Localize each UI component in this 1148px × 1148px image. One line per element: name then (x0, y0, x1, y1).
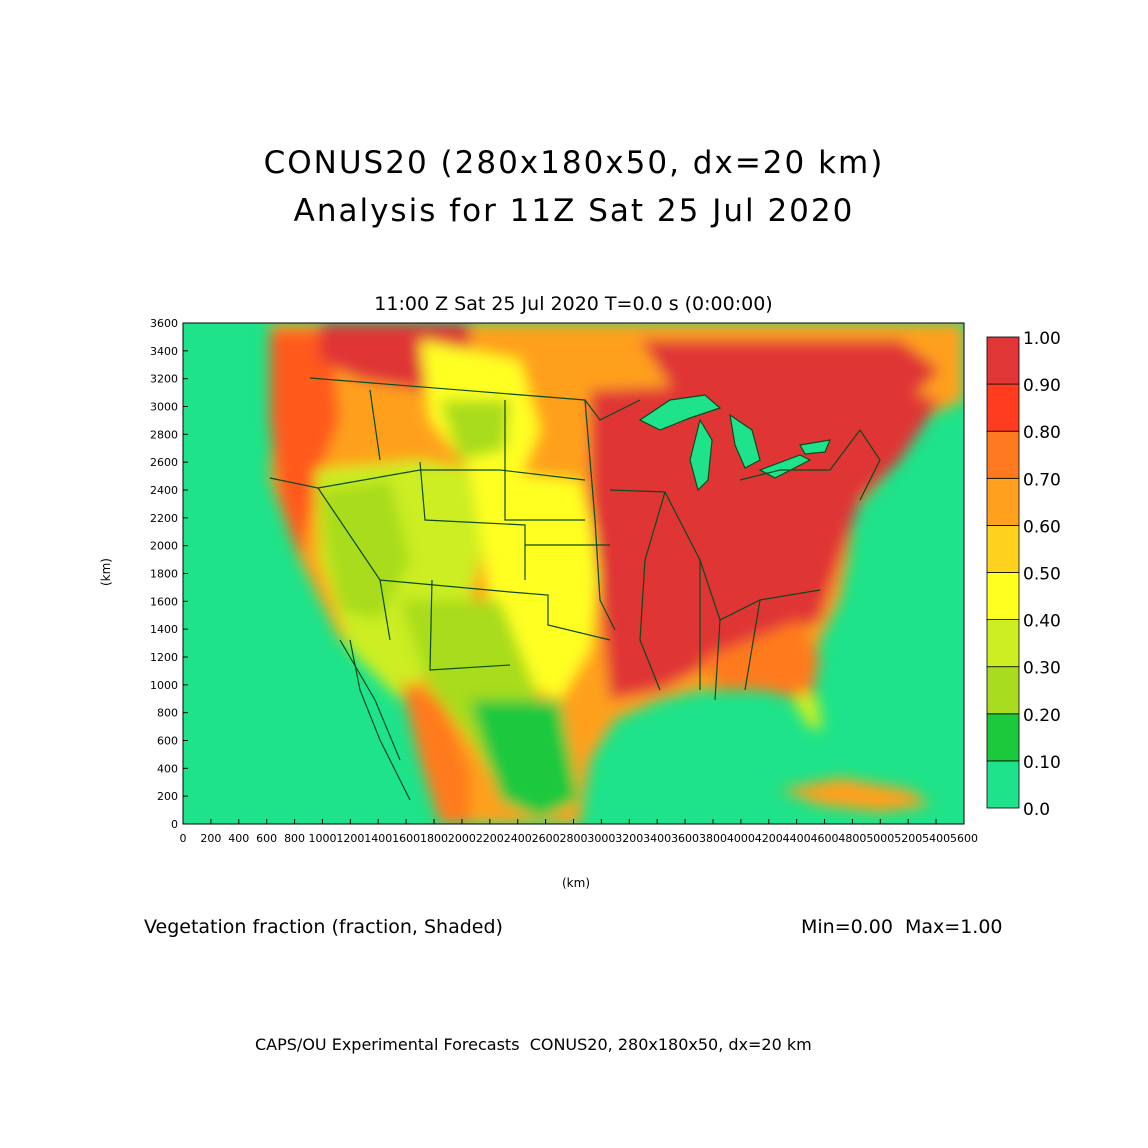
x-tick-label: 3400 (643, 832, 671, 845)
min-max-label: Min=0.00 Max=1.00 (801, 916, 1003, 938)
y-tick-label: 800 (157, 707, 178, 720)
legend-label: 0.60 (1023, 517, 1061, 537)
legend-swatch (986, 430, 1020, 479)
legend-swatch (986, 477, 1020, 526)
x-tick-label: 1800 (420, 832, 448, 845)
x-tick-label: 3200 (615, 832, 643, 845)
legend-swatch (986, 619, 1020, 668)
x-tick-label: 2400 (504, 832, 532, 845)
y-tick-label: 1200 (150, 651, 178, 664)
x-tick-label: 4200 (755, 832, 783, 845)
x-tick-label: 400 (228, 832, 249, 845)
y-axis-label: (km) (99, 557, 114, 587)
y-tick-label: 2000 (150, 540, 178, 553)
x-tick-label: 4600 (811, 832, 839, 845)
valid-time-subtitle: 11:00 Z Sat 25 Jul 2020 T=0.0 s (0:00:00… (374, 293, 773, 315)
y-axis-ticks: 0 200 400 600 800 1000 1200 1400 1600 1800 2000 220… (150, 317, 188, 831)
x-tick-label: 5400 (922, 832, 950, 845)
x-tick-label: 800 (284, 832, 305, 845)
legend-label: 0.0 (1023, 800, 1050, 820)
y-tick-label: 1800 (150, 568, 178, 581)
x-tick-label: 600 (256, 832, 277, 845)
state-boundaries (269, 377, 881, 801)
legend-swatch (986, 760, 1020, 809)
x-axis-ticks: 0 200 400 600 800 1000 1200 1400 1600 1800 2000 220… (180, 819, 978, 845)
florida-green (795, 690, 822, 730)
x-tick-label: 5000 (866, 832, 894, 845)
color-legend: 0.0 0.10 0.20 0.30 0.40 0.50 0.60 0.70 0.80 0.90 1… (986, 329, 1061, 820)
montana-green (440, 400, 510, 460)
legend-label: 0.20 (1023, 706, 1061, 726)
legend-swatch (986, 525, 1020, 573)
x-tick-label: 200 (200, 832, 221, 845)
y-tick-label: 0 (171, 818, 178, 831)
y-tick-label: 1400 (150, 623, 178, 636)
legend-label: 0.30 (1023, 659, 1061, 679)
legend-swatch (986, 666, 1020, 715)
x-tick-label: 1400 (364, 832, 392, 845)
x-tick-label: 4800 (838, 832, 866, 845)
x-tick-label: 4400 (783, 832, 811, 845)
x-tick-label: 5600 (950, 832, 978, 845)
field-label: Vegetation fraction (fraction, Shaded) (144, 916, 503, 938)
legend-swatch (986, 572, 1020, 620)
x-tick-label: 3000 (587, 832, 615, 845)
x-tick-label: 3600 (671, 832, 699, 845)
x-tick-label: 1200 (336, 832, 364, 845)
y-tick-label: 2200 (150, 512, 178, 525)
pacific-nw-high (270, 330, 340, 560)
x-tick-label: 1600 (392, 832, 420, 845)
credits-label: CAPS/OU Experimental Forecasts CONUS20, … (255, 1035, 812, 1054)
y-tick-label: 200 (157, 790, 178, 803)
y-tick-label: 3400 (150, 345, 178, 358)
vegetation-shading (270, 323, 964, 824)
legend-label: 0.90 (1023, 376, 1061, 396)
eastern-us-red (590, 380, 940, 700)
y-tick-label: 2400 (150, 484, 178, 497)
southeast-orange (700, 620, 820, 700)
y-tick-label: 3000 (150, 401, 178, 414)
title-line-1: CONUS20 (280x180x50, dx=20 km) (263, 145, 885, 181)
great-basin-green (320, 480, 410, 620)
x-tick-label: 0 (180, 832, 187, 845)
y-tick-label: 2600 (150, 456, 178, 469)
legend-label: 0.80 (1023, 423, 1061, 443)
y-tick-label: 1600 (150, 595, 178, 608)
legend-label: 0.50 (1023, 565, 1061, 585)
title-line-2: Analysis for 11Z Sat 25 Jul 2020 (293, 193, 855, 229)
legend-swatch (986, 383, 1020, 432)
legend-label: 0.40 (1023, 612, 1061, 632)
x-tick-label: 5200 (894, 832, 922, 845)
x-tick-label: 4000 (727, 832, 755, 845)
y-tick-label: 600 (157, 735, 178, 748)
legend-label: 0.70 (1023, 470, 1061, 490)
y-tick-label: 3200 (150, 373, 178, 386)
x-tick-label: 2800 (560, 832, 588, 845)
x-tick-label: 1000 (308, 832, 336, 845)
x-tick-label: 2600 (532, 832, 560, 845)
x-tick-label: 2000 (448, 832, 476, 845)
mexico-west-orange (400, 680, 470, 824)
legend-label: 0.10 (1023, 753, 1061, 773)
legend-swatch (986, 713, 1020, 762)
y-tick-label: 3600 (150, 317, 178, 330)
cuba (780, 778, 930, 812)
x-tick-label: 2200 (476, 832, 504, 845)
x-axis-label: (km) (562, 876, 591, 890)
x-tick-label: 3800 (699, 832, 727, 845)
mexico-green (470, 700, 580, 820)
legend-swatch (986, 336, 1020, 385)
legend-label: 1.00 (1023, 329, 1061, 349)
y-tick-label: 1000 (150, 679, 178, 692)
plains-yellow (470, 470, 600, 700)
y-tick-label: 400 (157, 762, 178, 775)
y-tick-label: 2800 (150, 428, 178, 441)
